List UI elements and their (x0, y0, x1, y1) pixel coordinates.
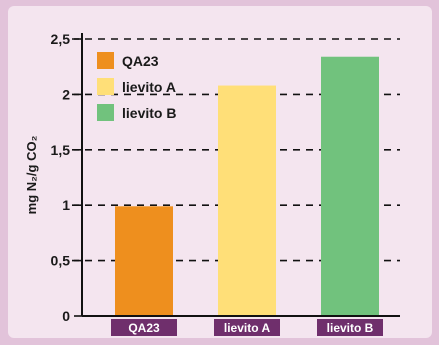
y-tick-label: 2,5 (51, 31, 71, 47)
axes: 0 0,5 1 1,5 2 2,5 QA23 lievito A lievito B (51, 31, 400, 336)
x-tick-label: QA23 (128, 321, 160, 335)
bar-lievito-b (321, 56, 379, 317)
bars (115, 56, 379, 317)
y-tick-label: 2 (62, 86, 70, 102)
bar-lievito-a (218, 85, 276, 316)
legend-label: lievito B (122, 105, 176, 121)
y-tick-label: 0 (62, 308, 70, 324)
legend-label: lievito A (122, 79, 176, 95)
bar-qa23 (115, 206, 173, 316)
legend-swatch (97, 104, 114, 121)
y-axis-label: mg N₂/g CO₂ (24, 135, 39, 214)
y-tick-label: 1,5 (51, 142, 71, 158)
legend-swatch (97, 78, 114, 95)
legend-label: QA23 (122, 53, 159, 69)
y-tick-label: 0,5 (51, 253, 71, 269)
y-tick-label: 1 (62, 197, 70, 213)
legend: QA23 lievito A lievito B (97, 52, 176, 121)
legend-swatch (97, 52, 114, 69)
x-tick-label: lievito A (224, 321, 271, 335)
x-tick-label: lievito B (327, 321, 374, 335)
category-label-bg (214, 319, 280, 336)
category-label-bg (111, 319, 177, 336)
category-label-bg (317, 319, 383, 336)
